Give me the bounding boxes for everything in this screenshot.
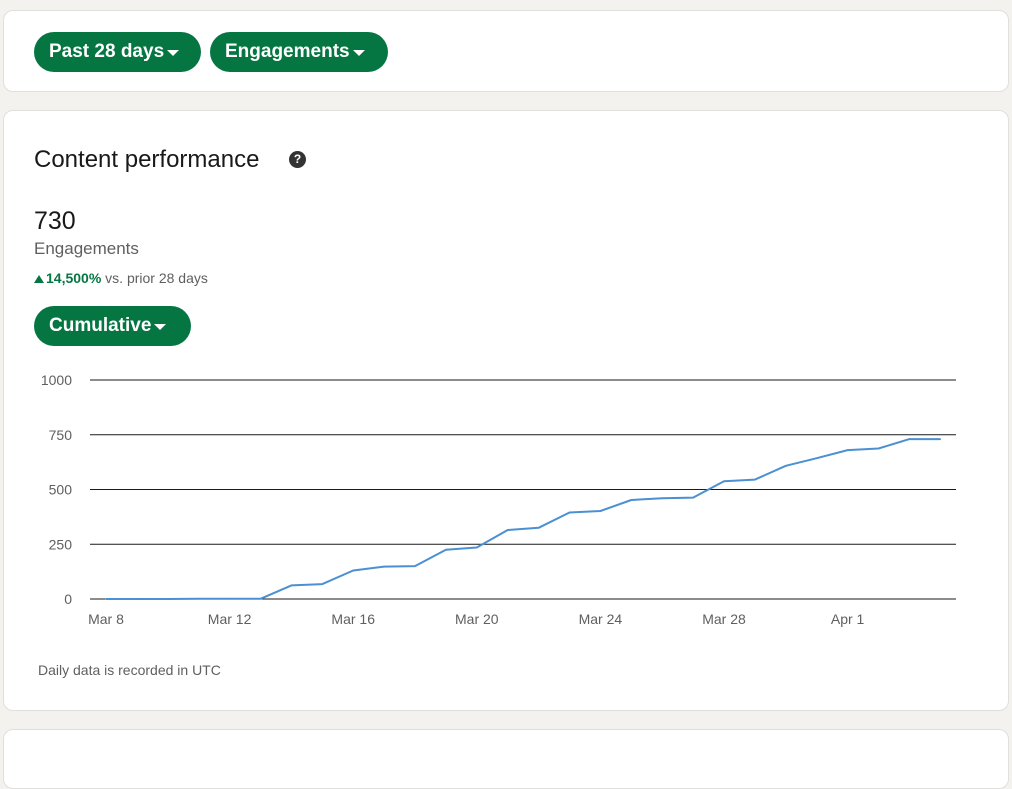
x-tick-label: Mar 20 (455, 611, 499, 627)
metric-dropdown[interactable]: Engagements (210, 32, 388, 72)
y-tick-label: 250 (49, 536, 73, 552)
data-point (290, 584, 293, 587)
x-tick-label: Mar 8 (88, 611, 124, 627)
x-tick-label: Mar 16 (331, 611, 375, 627)
data-point (259, 597, 262, 600)
data-point (414, 565, 416, 567)
caret-down-icon (167, 50, 180, 56)
data-point (908, 438, 911, 440)
engagement-line-chart: 0 250 500 750 1000 Mar 8 Mar 12 Mar 16 Mar 20 Mar… (41, 372, 956, 627)
total-engagements-value: 730 (34, 207, 76, 235)
data-point (661, 497, 663, 500)
data-point (445, 548, 447, 551)
change-comparison: vs. prior 28 days (105, 270, 208, 286)
metric-label: Engagements (225, 41, 350, 62)
date-range-label: Past 28 days (49, 41, 165, 62)
data-point (630, 499, 633, 501)
data-point (167, 598, 169, 600)
y-tick-label: 1000 (41, 372, 72, 388)
cumulative-dropdown[interactable]: Cumulative (34, 306, 191, 346)
section-title: Content performance (34, 146, 260, 173)
data-point (228, 597, 231, 600)
metric-name: Engagements (34, 239, 139, 258)
date-range-dropdown[interactable]: Past 28 days (34, 32, 201, 72)
filter-bar: Past 28 days Engagements (3, 10, 1009, 92)
y-tick-label: 0 (64, 591, 72, 607)
data-point (785, 465, 787, 467)
data-point (846, 449, 849, 451)
data-point (939, 438, 942, 440)
y-tick-label: 500 (49, 482, 73, 498)
change-percent: 14,500% (46, 270, 102, 286)
data-point (136, 598, 138, 600)
caret-down-icon (154, 324, 167, 330)
arrow-up-icon (34, 275, 44, 283)
data-point (476, 546, 478, 549)
data-point (692, 496, 694, 499)
cumulative-label: Cumulative (49, 315, 152, 336)
content-performance-card: Content performance ? 730 Engagements 14… (3, 110, 1009, 711)
data-point (723, 480, 725, 482)
data-point (105, 598, 107, 600)
x-tick-label: Mar 24 (579, 611, 623, 627)
data-point (568, 511, 571, 514)
utc-footnote: Daily data is recorded in UTC (38, 662, 221, 678)
change-indicator: 14,500% vs. prior 28 days (34, 270, 208, 286)
next-card (3, 729, 1009, 789)
data-point (352, 569, 355, 572)
x-tick-label: Apr 1 (831, 611, 865, 627)
data-point (506, 529, 509, 531)
x-tick-label: Mar 28 (702, 611, 746, 627)
data-point (383, 565, 385, 568)
data-point (197, 597, 200, 600)
data-point (599, 510, 602, 512)
data-point (877, 447, 880, 450)
data-point (537, 527, 540, 529)
data-point (754, 478, 756, 481)
engagements-series-line (106, 438, 941, 600)
caret-down-icon (352, 50, 365, 56)
data-point (321, 583, 324, 585)
data-point (815, 457, 818, 459)
y-tick-label: 750 (49, 427, 73, 443)
question-circle-icon[interactable]: ? (289, 151, 306, 168)
x-tick-label: Mar 12 (208, 611, 252, 627)
